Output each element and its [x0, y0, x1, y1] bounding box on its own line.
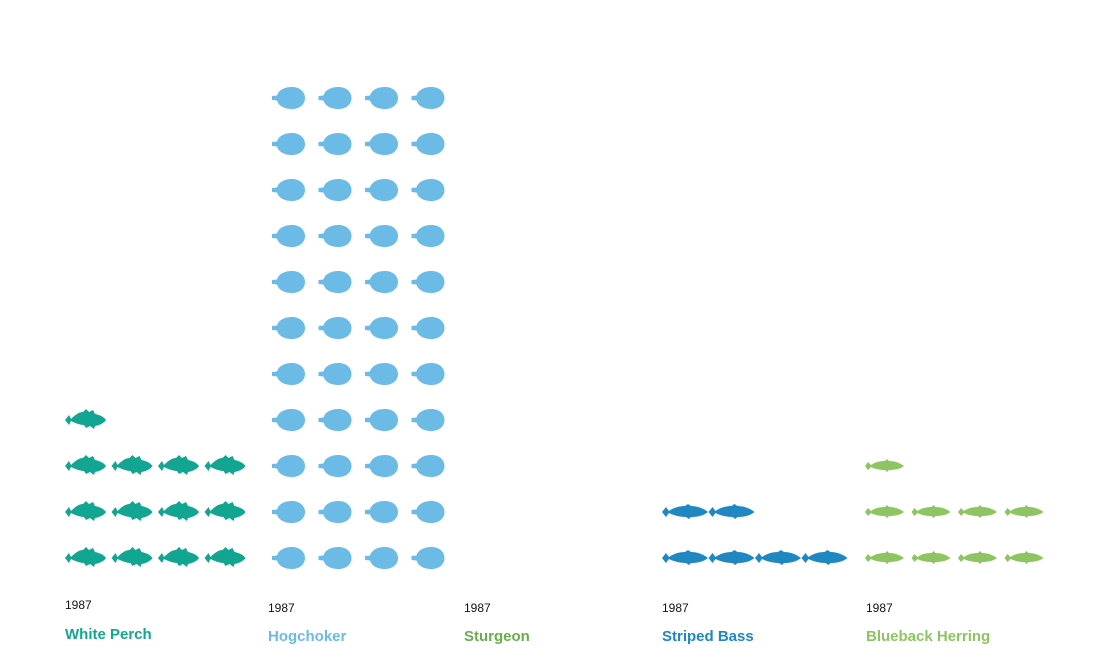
perch-fish-icon	[111, 501, 153, 521]
hogchoker-flatfish-icon	[318, 409, 352, 431]
hogchoker-flatfish-icon	[365, 409, 398, 431]
hogchoker-flatfish-icon	[272, 225, 305, 247]
hogchoker-flatfish-icon	[318, 133, 352, 155]
hogchoker-flatfish-icon	[272, 409, 305, 431]
hogchoker-flatfish-icon	[318, 455, 352, 477]
striped-bass-icon	[662, 550, 708, 565]
hogchoker-flatfish-icon	[272, 87, 305, 109]
hogchoker-flatfish-icon	[318, 317, 352, 339]
hogchoker-flatfish-icon	[411, 455, 445, 477]
hogchoker-flatfish-icon	[411, 501, 445, 523]
year-label: 1987	[464, 601, 491, 615]
species-label: Striped Bass	[662, 628, 754, 645]
hogchoker-flatfish-icon	[411, 133, 445, 155]
year-label: 1987	[268, 601, 295, 615]
herring-icon	[865, 551, 904, 564]
hogchoker-flatfish-icon	[365, 317, 398, 339]
hogchoker-flatfish-icon	[411, 179, 445, 201]
striped-bass-icon	[708, 550, 755, 565]
perch-fish-icon	[111, 547, 153, 567]
hogchoker-flatfish-icon	[272, 363, 305, 385]
hogchoker-flatfish-icon	[365, 87, 398, 109]
striped-bass-icon	[801, 550, 848, 565]
hogchoker-flatfish-icon	[318, 501, 352, 523]
perch-fish-icon	[65, 455, 106, 475]
species-label: Blueback Herring	[866, 628, 991, 645]
herring-icon	[1004, 551, 1044, 564]
herring-icon	[911, 505, 951, 518]
hogchoker-flatfish-icon	[272, 501, 305, 523]
hogchoker-flatfish-icon	[318, 87, 352, 109]
hogchoker-flatfish-icon	[318, 179, 352, 201]
herring-icon	[1004, 505, 1044, 518]
series-hogchoker	[272, 87, 445, 569]
striped-bass-icon	[662, 504, 708, 519]
herring-icon	[911, 551, 951, 564]
hogchoker-flatfish-icon	[272, 455, 305, 477]
species-label: Sturgeon	[464, 628, 530, 645]
striped-bass-icon	[755, 550, 801, 565]
hogchoker-flatfish-icon	[318, 547, 352, 569]
perch-fish-icon	[204, 501, 246, 521]
hogchoker-flatfish-icon	[318, 271, 352, 293]
year-label: 1987	[866, 601, 893, 615]
hogchoker-flatfish-icon	[365, 179, 398, 201]
hogchoker-flatfish-icon	[411, 547, 445, 569]
hogchoker-flatfish-icon	[318, 363, 352, 385]
series-striped-bass	[662, 504, 848, 565]
perch-fish-icon	[65, 501, 106, 521]
hogchoker-flatfish-icon	[272, 133, 305, 155]
hogchoker-flatfish-icon	[411, 225, 445, 247]
hogchoker-flatfish-icon	[411, 363, 445, 385]
hogchoker-flatfish-icon	[272, 317, 305, 339]
hogchoker-flatfish-icon	[365, 363, 398, 385]
hogchoker-flatfish-icon	[365, 455, 398, 477]
hogchoker-flatfish-icon	[365, 547, 398, 569]
perch-fish-icon	[158, 455, 199, 475]
hogchoker-flatfish-icon	[272, 271, 305, 293]
year-label: 1987	[662, 601, 689, 615]
series-blueback-herring	[865, 459, 1044, 564]
series-white-perch	[65, 409, 246, 567]
hogchoker-flatfish-icon	[411, 271, 445, 293]
hogchoker-flatfish-icon	[272, 179, 305, 201]
hogchoker-flatfish-icon	[411, 317, 445, 339]
herring-icon	[865, 505, 904, 518]
herring-icon	[958, 505, 997, 518]
hogchoker-flatfish-icon	[318, 225, 352, 247]
hogchoker-flatfish-icon	[365, 133, 398, 155]
perch-fish-icon	[204, 547, 246, 567]
hogchoker-flatfish-icon	[365, 225, 398, 247]
perch-fish-icon	[158, 501, 199, 521]
hogchoker-flatfish-icon	[272, 547, 305, 569]
perch-fish-icon	[204, 455, 246, 475]
hogchoker-flatfish-icon	[365, 501, 398, 523]
species-label: White Perch	[65, 626, 152, 643]
perch-fish-icon	[65, 547, 106, 567]
species-label: Hogchoker	[268, 628, 347, 645]
herring-icon	[958, 551, 997, 564]
herring-icon	[865, 459, 904, 472]
perch-fish-icon	[158, 547, 199, 567]
hogchoker-flatfish-icon	[411, 87, 445, 109]
perch-fish-icon	[65, 409, 106, 429]
hogchoker-flatfish-icon	[411, 409, 445, 431]
striped-bass-icon	[708, 504, 755, 519]
hogchoker-flatfish-icon	[365, 271, 398, 293]
perch-fish-icon	[111, 455, 153, 475]
year-label: 1987	[65, 598, 92, 612]
